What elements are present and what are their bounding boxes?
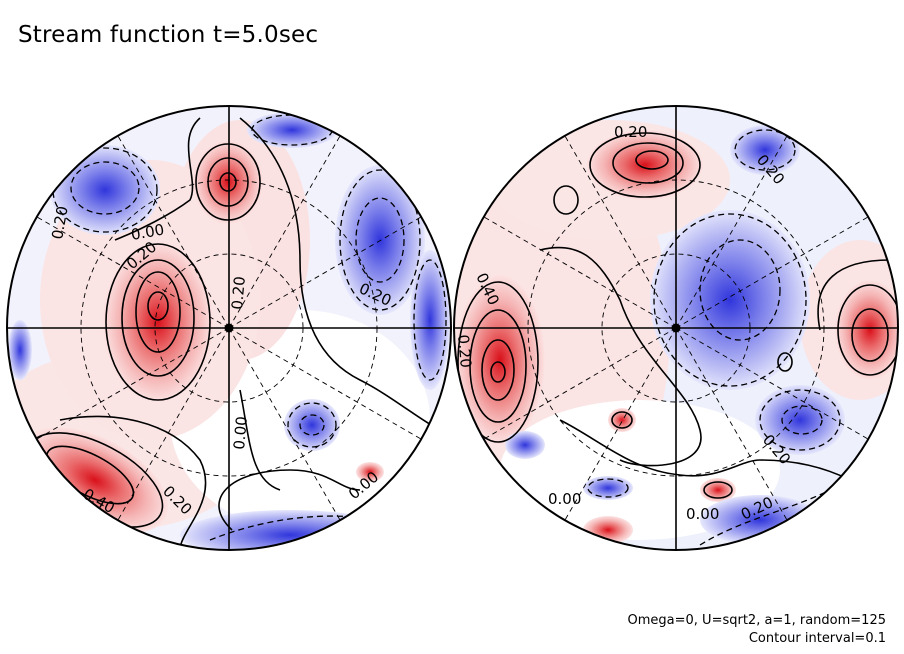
left-negative-core-upper-left	[50, 145, 160, 235]
right-negative-core-center	[650, 210, 810, 390]
footer-interval: Contour interval=0.1	[748, 631, 886, 646]
contour-label: 0.20	[228, 276, 249, 311]
left-positive-core-center	[103, 242, 213, 402]
left-axes	[6, 105, 452, 551]
footer-params: Omega=0, U=sqrt2, a=1, random=125	[627, 613, 886, 628]
right-axes	[453, 105, 899, 551]
contour-label: 0.20	[614, 123, 647, 141]
footer: Omega=0, U=sqrt2, a=1, random=125 Contou…	[628, 612, 886, 648]
right-positive-core-top	[587, 130, 703, 200]
left-positive-core-top	[193, 140, 263, 224]
contour-label: 0.00	[130, 220, 166, 244]
plot-title: Stream function t=5.0sec	[18, 22, 319, 48]
left-negative-core-right	[335, 165, 425, 315]
contour-label: 0.00	[686, 505, 719, 523]
contour-label: 0.20	[48, 205, 72, 241]
contour-label: 0.00	[230, 416, 251, 451]
contour-label: 0.00	[548, 490, 581, 508]
contour-label: 0.20	[454, 334, 475, 369]
left-contour-labels: 0.20 0.00 0.20 0.20 0.20 0.00 0.00 0.20 …	[48, 205, 394, 519]
